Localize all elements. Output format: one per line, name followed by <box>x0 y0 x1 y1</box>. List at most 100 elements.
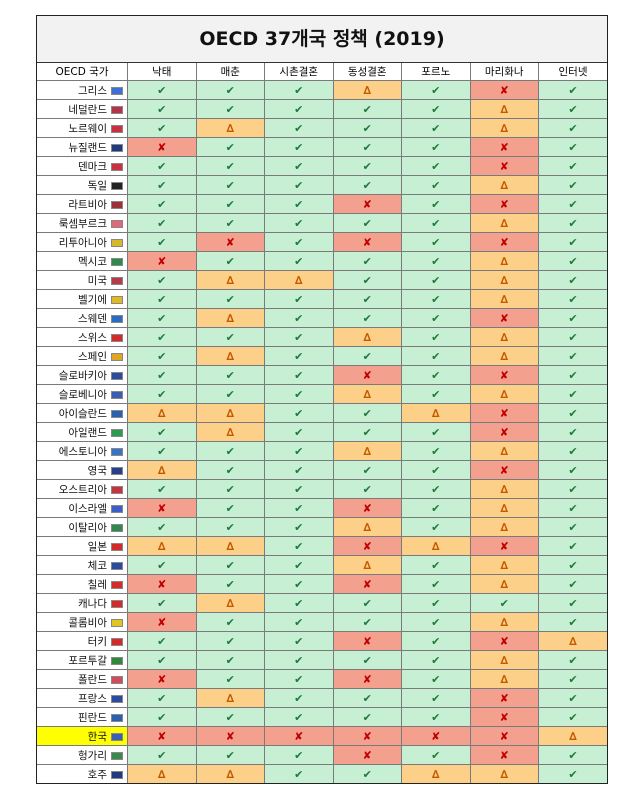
status-cell-legal: ✔ <box>195 251 265 271</box>
illegal-mark-icon: ✘ <box>225 235 235 249</box>
flag-icon <box>111 333 123 342</box>
legal-mark-icon: ✔ <box>568 672 578 686</box>
status-cell-legal: ✔ <box>264 574 334 594</box>
illegal-mark-icon: ✘ <box>157 254 167 268</box>
partial-mark-icon: ∆ <box>226 121 235 135</box>
flag-icon <box>111 238 123 247</box>
status-cell-partial: ∆ <box>401 536 471 556</box>
status-cell-illegal: ✘ <box>332 194 402 214</box>
status-cell-legal: ✔ <box>127 327 197 347</box>
table-title: OECD 37개국 정책 (2019) <box>37 16 607 63</box>
legal-mark-icon: ✔ <box>294 767 304 781</box>
table-row: 체코 ✔ ✔ ✔ ∆ ✔ ∆ ✔ <box>37 555 607 575</box>
status-cell-legal: ✔ <box>401 422 471 442</box>
table-row: 아일랜드 ✔ ∆ ✔ ✔ ✔ ✘ ✔ <box>37 422 607 442</box>
status-cell-legal: ✔ <box>401 498 471 518</box>
status-cell-partial: ∆ <box>469 270 539 290</box>
table-row: 캐나다 ✔ ∆ ✔ ✔ ✔ ✔ ✔ <box>37 593 607 613</box>
status-cell-legal: ✔ <box>195 498 265 518</box>
status-cell-legal: ✔ <box>401 707 471 727</box>
flag-icon <box>111 637 123 646</box>
status-cell-illegal: ✘ <box>127 669 197 689</box>
legal-mark-icon: ✔ <box>294 634 304 648</box>
illegal-mark-icon: ✘ <box>362 672 372 686</box>
legal-mark-icon: ✔ <box>294 235 304 249</box>
status-cell-partial: ∆ <box>469 612 539 632</box>
status-cell-legal: ✔ <box>127 270 197 290</box>
illegal-mark-icon: ✘ <box>431 729 441 743</box>
status-cell-illegal: ✘ <box>332 574 402 594</box>
flag-icon <box>111 656 123 665</box>
status-cell-legal: ✔ <box>127 194 197 214</box>
country-cell: 스위스 <box>37 327 128 347</box>
status-cell-legal: ✔ <box>264 460 334 480</box>
legal-mark-icon: ✔ <box>362 425 372 439</box>
status-cell-legal: ✔ <box>264 175 334 195</box>
country-cell: 체코 <box>37 555 128 575</box>
status-cell-legal: ✔ <box>332 422 402 442</box>
status-cell-legal: ✔ <box>195 517 265 537</box>
status-cell-partial: ∆ <box>469 441 539 461</box>
status-cell-legal: ✔ <box>127 384 197 404</box>
legal-mark-icon: ✔ <box>294 406 304 420</box>
status-cell-illegal: ✘ <box>469 422 539 442</box>
legal-mark-icon: ✔ <box>157 178 167 192</box>
status-cell-illegal: ✘ <box>332 726 402 746</box>
status-cell-partial: ∆ <box>469 289 539 309</box>
status-cell-illegal: ✘ <box>469 308 539 328</box>
status-cell-legal: ✔ <box>264 99 334 119</box>
status-cell-legal: ✔ <box>538 118 607 138</box>
illegal-mark-icon: ✘ <box>499 634 509 648</box>
country-name: 라트비아 <box>68 198 107 211</box>
status-cell-legal: ✔ <box>264 327 334 347</box>
country-name: 프랑스 <box>78 692 107 705</box>
legal-mark-icon: ✔ <box>225 463 235 477</box>
legal-mark-icon: ✔ <box>225 482 235 496</box>
status-cell-legal: ✔ <box>401 555 471 575</box>
legal-mark-icon: ✔ <box>362 406 372 420</box>
legal-mark-icon: ✔ <box>294 691 304 705</box>
legal-mark-icon: ✔ <box>362 710 372 724</box>
partial-mark-icon: ∆ <box>226 767 235 781</box>
status-cell-legal: ✔ <box>127 80 197 100</box>
legal-mark-icon: ✔ <box>568 292 578 306</box>
legal-mark-icon: ✔ <box>294 425 304 439</box>
table-row: 오스트리아 ✔ ✔ ✔ ✔ ✔ ∆ ✔ <box>37 479 607 499</box>
flag-icon <box>111 200 123 209</box>
legal-mark-icon: ✔ <box>431 691 441 705</box>
legal-mark-icon: ✔ <box>568 235 578 249</box>
status-cell-legal: ✔ <box>538 403 607 423</box>
partial-mark-icon: ∆ <box>500 615 509 629</box>
status-cell-illegal: ✘ <box>332 498 402 518</box>
status-cell-illegal: ✘ <box>332 631 402 651</box>
legal-mark-icon: ✔ <box>431 273 441 287</box>
country-name: 일본 <box>87 540 107 553</box>
partial-mark-icon: ∆ <box>363 387 372 401</box>
status-cell-illegal: ✘ <box>127 612 197 632</box>
partial-mark-icon: ∆ <box>157 463 166 477</box>
country-name: 콜롬비아 <box>68 616 107 629</box>
header-pornography: 포르노 <box>401 63 471 81</box>
flag-icon <box>111 181 123 190</box>
status-cell-legal: ✔ <box>332 403 402 423</box>
legal-mark-icon: ✔ <box>431 615 441 629</box>
status-cell-legal: ✔ <box>264 593 334 613</box>
status-cell-illegal: ✘ <box>469 707 539 727</box>
status-cell-legal: ✔ <box>195 175 265 195</box>
header-country: OECD 국가 <box>37 63 128 81</box>
status-cell-illegal: ✘ <box>469 137 539 157</box>
flag-icon <box>111 409 123 418</box>
legal-mark-icon: ✔ <box>157 482 167 496</box>
status-cell-partial: ∆ <box>469 574 539 594</box>
status-cell-legal: ✔ <box>127 175 197 195</box>
status-cell-partial: ∆ <box>538 726 607 746</box>
country-cell: 아이슬란드 <box>37 403 128 423</box>
legal-mark-icon: ✔ <box>294 330 304 344</box>
status-cell-legal: ✔ <box>264 479 334 499</box>
illegal-mark-icon: ✘ <box>499 368 509 382</box>
status-cell-legal: ✔ <box>264 346 334 366</box>
status-cell-legal: ✔ <box>401 650 471 670</box>
legal-mark-icon: ✔ <box>431 83 441 97</box>
legal-mark-icon: ✔ <box>431 482 441 496</box>
status-cell-partial: ∆ <box>127 460 197 480</box>
